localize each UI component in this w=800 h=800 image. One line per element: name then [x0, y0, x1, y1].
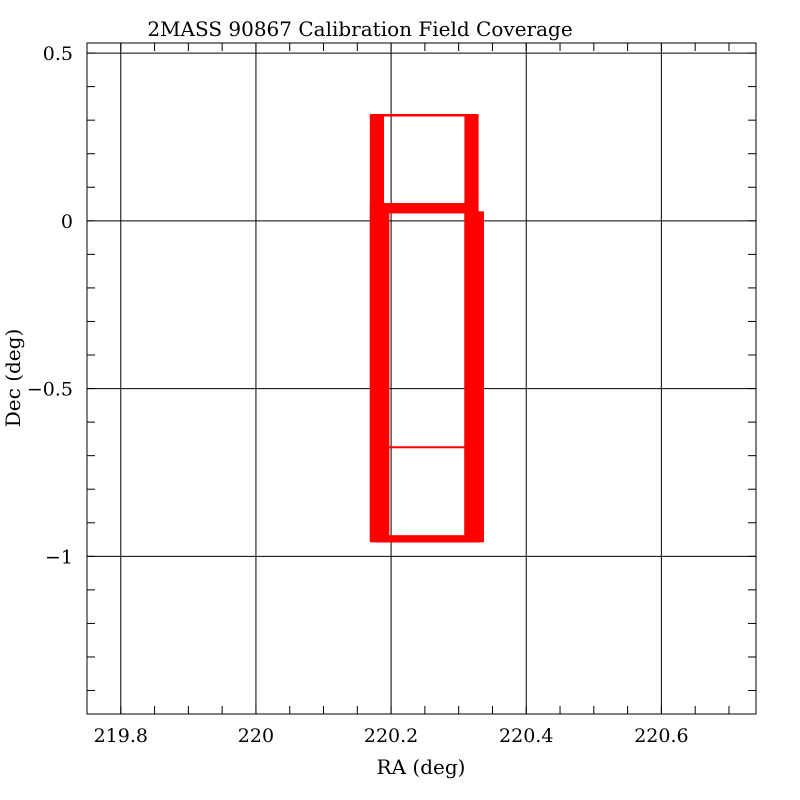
footprint-rect [377, 114, 475, 541]
footprint-rect [380, 209, 478, 543]
y-tick-label: 0.5 [43, 43, 73, 65]
x-tick-label: 220 [238, 725, 274, 747]
y-tick-label: 0 [61, 211, 73, 233]
footprint-rect [376, 208, 474, 543]
footprint-rect [379, 114, 476, 541]
footprint-rect [381, 114, 479, 541]
minor-tick-layer [86, 43, 756, 714]
x-tick-label: 219.8 [94, 725, 148, 747]
chart-title: 2MASS 90867 Calibration Field Coverage [147, 17, 572, 41]
footprint-rect [381, 211, 479, 543]
x-tick-label: 220.4 [499, 725, 553, 747]
x-axis-label: RA (deg) [377, 755, 466, 779]
footprint-rect [379, 211, 476, 543]
x-tick-labels: 219.8 220 220.2 220.4 220.6 [94, 725, 689, 747]
footprint-rect [380, 114, 478, 541]
y-tick-labels: 0.5 0 −0.5 −1 [27, 43, 73, 568]
plot-frame [86, 42, 757, 715]
footprint-rect [377, 209, 475, 543]
x-tick-label: 220.6 [634, 725, 688, 747]
footprint-rect [375, 114, 472, 541]
data-layer [369, 114, 484, 543]
y-tick-label: −0.5 [27, 379, 73, 401]
x-tick-label: 220.2 [364, 725, 418, 747]
footprint-rect [376, 114, 474, 541]
y-axis-label: Dec (deg) [1, 329, 25, 427]
grid-layer [87, 43, 756, 714]
y-tick-label: −1 [45, 546, 73, 568]
footprint-rect [379, 206, 467, 539]
footprint-rect [375, 211, 472, 543]
